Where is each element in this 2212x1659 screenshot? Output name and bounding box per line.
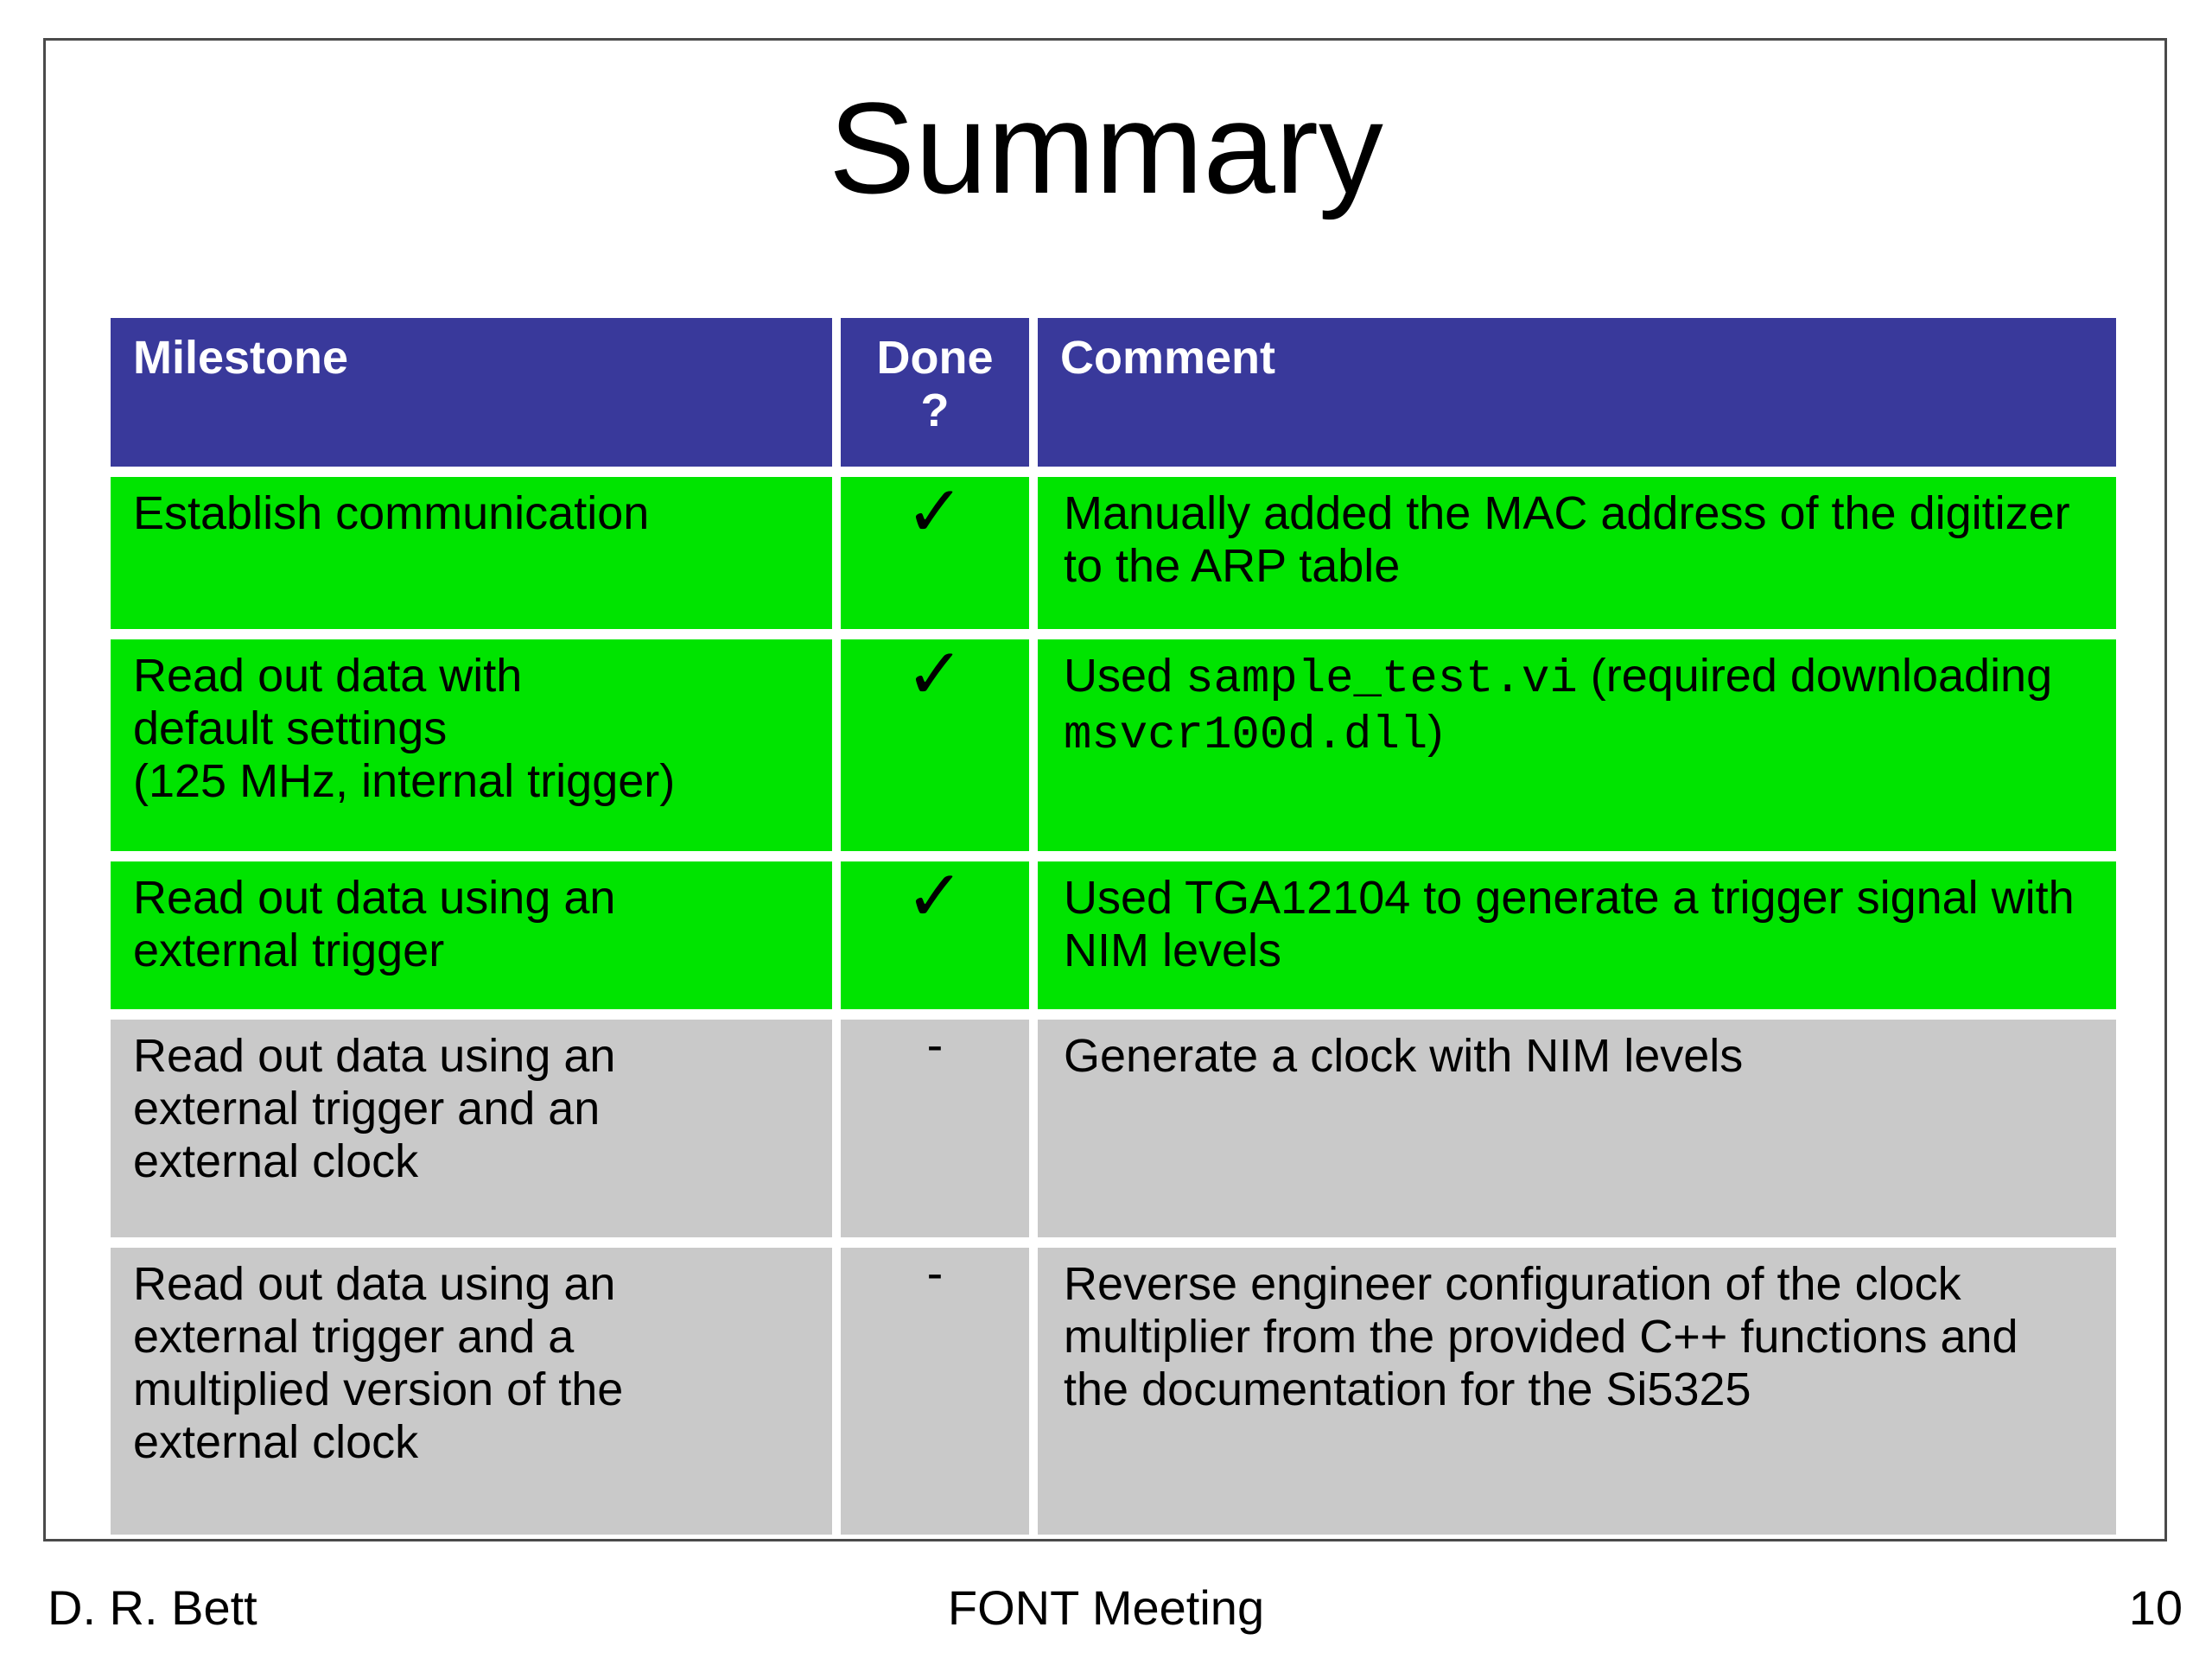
comment-text: (required downloading xyxy=(1577,650,2053,702)
code-text: msvcr100d.dll xyxy=(1064,709,1428,763)
comment-text: Manually added the MAC address of the di… xyxy=(1064,487,2070,593)
dash-mark: - xyxy=(926,1017,944,1071)
table-row: Read out data with default settings (125… xyxy=(111,639,2116,851)
table-row: Read out data using an external trigger … xyxy=(111,1020,2116,1237)
footer-author: D. R. Bett xyxy=(48,1580,257,1635)
comment-text: Used xyxy=(1064,650,1186,702)
milestone-cell: Read out data using an external trigger … xyxy=(111,1020,832,1237)
comment-cell: Generate a clock with NIM levels xyxy=(1029,1020,2116,1237)
milestone-cell: Read out data with default settings (125… xyxy=(111,639,832,851)
slide-footer: D. R. Bett FONT Meeting 10 xyxy=(0,1580,2212,1640)
table-row: Read out data using an external trigger … xyxy=(111,1248,2116,1535)
done-cell: ✓ xyxy=(832,639,1029,851)
check-mark: ✓ xyxy=(905,855,965,938)
check-mark: ✓ xyxy=(905,633,965,715)
milestone-cell: Read out data using an external trigger xyxy=(111,861,832,1009)
header-milestone: Milestone xyxy=(111,318,832,467)
slide-title: Summary xyxy=(829,75,1383,220)
footer-page-number: 10 xyxy=(2128,1580,2183,1635)
code-text: sample_test.vi xyxy=(1185,653,1578,706)
dash-mark: - xyxy=(926,1245,944,1300)
done-cell: - xyxy=(832,1248,1029,1535)
comment-text: ) xyxy=(1427,706,1444,759)
header-comment: Comment xyxy=(1029,318,2116,467)
table-row: Read out data using an external trigger ✓… xyxy=(111,861,2116,1009)
comment-text: Reverse engineer configuration of the cl… xyxy=(1064,1258,2018,1416)
comment-text: Generate a clock with NIM levels xyxy=(1064,1030,1744,1082)
comment-text: Used TGA12104 to generate a trigger sign… xyxy=(1064,872,2075,977)
comment-cell: Used sample_test.vi (required downloadin… xyxy=(1029,639,2116,851)
check-mark: ✓ xyxy=(905,471,965,553)
done-cell: ✓ xyxy=(832,477,1029,629)
comment-cell: Manually added the MAC address of the di… xyxy=(1029,477,2116,629)
comment-cell: Reverse engineer configuration of the cl… xyxy=(1029,1248,2116,1535)
milestones-table: Milestone Done ? Comment Establish communi… xyxy=(111,308,2116,1545)
table-row: Establish communication ✓ Manually added t… xyxy=(111,477,2116,629)
done-cell: - xyxy=(832,1020,1029,1237)
milestone-cell: Establish communication xyxy=(111,477,832,629)
milestone-cell: Read out data using an external trigger … xyxy=(111,1248,832,1535)
footer-meeting-name: FONT Meeting xyxy=(947,1580,1265,1635)
done-cell: ✓ xyxy=(832,861,1029,1009)
comment-cell: Used TGA12104 to generate a trigger sign… xyxy=(1029,861,2116,1009)
table-header-row: Milestone Done ? Comment xyxy=(111,318,2116,467)
header-done: Done ? xyxy=(832,318,1029,467)
